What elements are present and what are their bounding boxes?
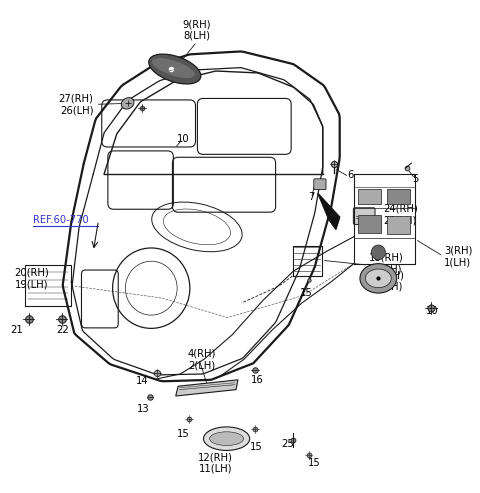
- Text: 15: 15: [250, 442, 262, 452]
- Ellipse shape: [149, 54, 201, 84]
- Text: REF.60-770: REF.60-770: [34, 214, 89, 224]
- FancyBboxPatch shape: [353, 208, 375, 224]
- Text: 27(RH)
26(LH): 27(RH) 26(LH): [59, 94, 93, 115]
- FancyBboxPatch shape: [314, 179, 326, 190]
- Text: 5: 5: [412, 174, 418, 184]
- Polygon shape: [318, 194, 340, 229]
- Text: 10: 10: [426, 306, 439, 316]
- Text: 6: 6: [347, 171, 353, 180]
- Text: 9(RH)
8(LH): 9(RH) 8(LH): [183, 19, 211, 40]
- Text: 15: 15: [300, 288, 313, 298]
- Ellipse shape: [121, 98, 134, 109]
- Text: 13: 13: [136, 404, 149, 414]
- Text: 7: 7: [308, 192, 314, 203]
- Ellipse shape: [152, 58, 195, 78]
- Text: 22: 22: [56, 325, 69, 335]
- Text: 20(RH)
19(LH): 20(RH) 19(LH): [14, 268, 49, 289]
- Text: 10: 10: [177, 134, 189, 143]
- Text: 15: 15: [308, 458, 321, 468]
- Text: 12(RH)
11(LH): 12(RH) 11(LH): [198, 453, 233, 474]
- Text: 21: 21: [10, 325, 23, 335]
- Polygon shape: [176, 380, 238, 396]
- FancyBboxPatch shape: [387, 189, 410, 204]
- Text: 14: 14: [135, 376, 148, 387]
- Text: 3(RH)
1(LH): 3(RH) 1(LH): [444, 246, 473, 267]
- FancyBboxPatch shape: [358, 189, 381, 204]
- Ellipse shape: [204, 427, 250, 451]
- Text: 4(RH)
2(LH): 4(RH) 2(LH): [188, 349, 216, 370]
- Text: 25: 25: [281, 439, 294, 449]
- Text: 16: 16: [251, 375, 263, 385]
- Ellipse shape: [365, 269, 391, 288]
- Text: 15: 15: [177, 429, 189, 439]
- Text: 24(RH)
23(LH): 24(RH) 23(LH): [383, 204, 418, 225]
- FancyBboxPatch shape: [387, 216, 410, 234]
- Ellipse shape: [210, 432, 243, 446]
- FancyBboxPatch shape: [358, 215, 381, 233]
- Circle shape: [371, 245, 385, 260]
- Ellipse shape: [360, 264, 396, 293]
- Text: 29(RH)
28(LH): 29(RH) 28(LH): [369, 270, 404, 292]
- Text: 18(RH)
17(LH): 18(RH) 17(LH): [369, 253, 404, 275]
